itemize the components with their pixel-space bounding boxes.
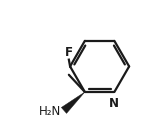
Text: H₂N: H₂N: [39, 105, 61, 118]
Text: F: F: [65, 46, 73, 59]
Polygon shape: [61, 92, 85, 113]
Text: N: N: [109, 97, 119, 110]
